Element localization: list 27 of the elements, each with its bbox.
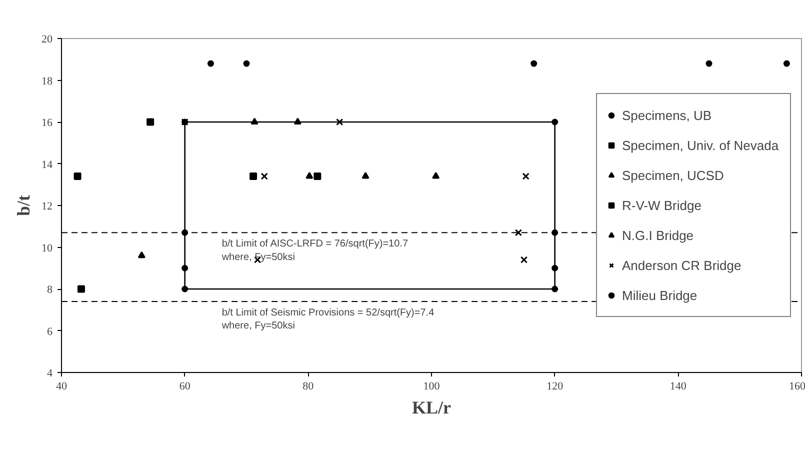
x-tick-label: 100 bbox=[423, 380, 440, 392]
x-tick-label: 140 bbox=[670, 380, 687, 392]
y-tick-label: 4 bbox=[47, 368, 53, 380]
legend-label: Specimen, UCSD bbox=[622, 166, 725, 185]
legend-label: Anderson CR Bridge bbox=[622, 256, 742, 275]
y-tick-label: 8 bbox=[47, 284, 53, 296]
x-tick-label: 40 bbox=[56, 380, 68, 392]
legend-label: N.G.I Bridge bbox=[622, 226, 695, 245]
y-tick-label: 12 bbox=[42, 200, 52, 212]
y-axis-title: b/t bbox=[14, 194, 34, 216]
legend-label: Specimens, UB bbox=[622, 106, 713, 125]
legend-label: Milieu Bridge bbox=[622, 286, 698, 305]
legend-label: Specimen, Univ. of Nevada bbox=[622, 136, 780, 155]
y-tick-label: 10 bbox=[42, 242, 53, 254]
x-tick-label: 120 bbox=[546, 380, 564, 392]
legend-label: R-V-W Bridge bbox=[622, 196, 702, 215]
x-tick-label: 80 bbox=[302, 380, 314, 392]
y-tick-label: 16 bbox=[42, 117, 53, 129]
x-axis-title: KL/r bbox=[412, 398, 452, 418]
ref-line-label: b/t Limit of AISC-LRFD = 76/sqrt(Fy)=10.7 where, Fy=50ksi bbox=[220, 238, 408, 263]
ref-line-label: b/t Limit of Seismic Provisions = 52/sqrt(Fy)=7.4 where, Fy=50ksi bbox=[220, 308, 435, 332]
y-tick-label: 18 bbox=[42, 75, 53, 88]
x-tick-label: 160 bbox=[789, 380, 805, 392]
y-tick-label: 20 bbox=[42, 34, 53, 46]
y-tick-label: 6 bbox=[47, 326, 53, 338]
x-tick-label: 60 bbox=[179, 380, 191, 392]
y-tick-label: 14 bbox=[42, 158, 53, 171]
